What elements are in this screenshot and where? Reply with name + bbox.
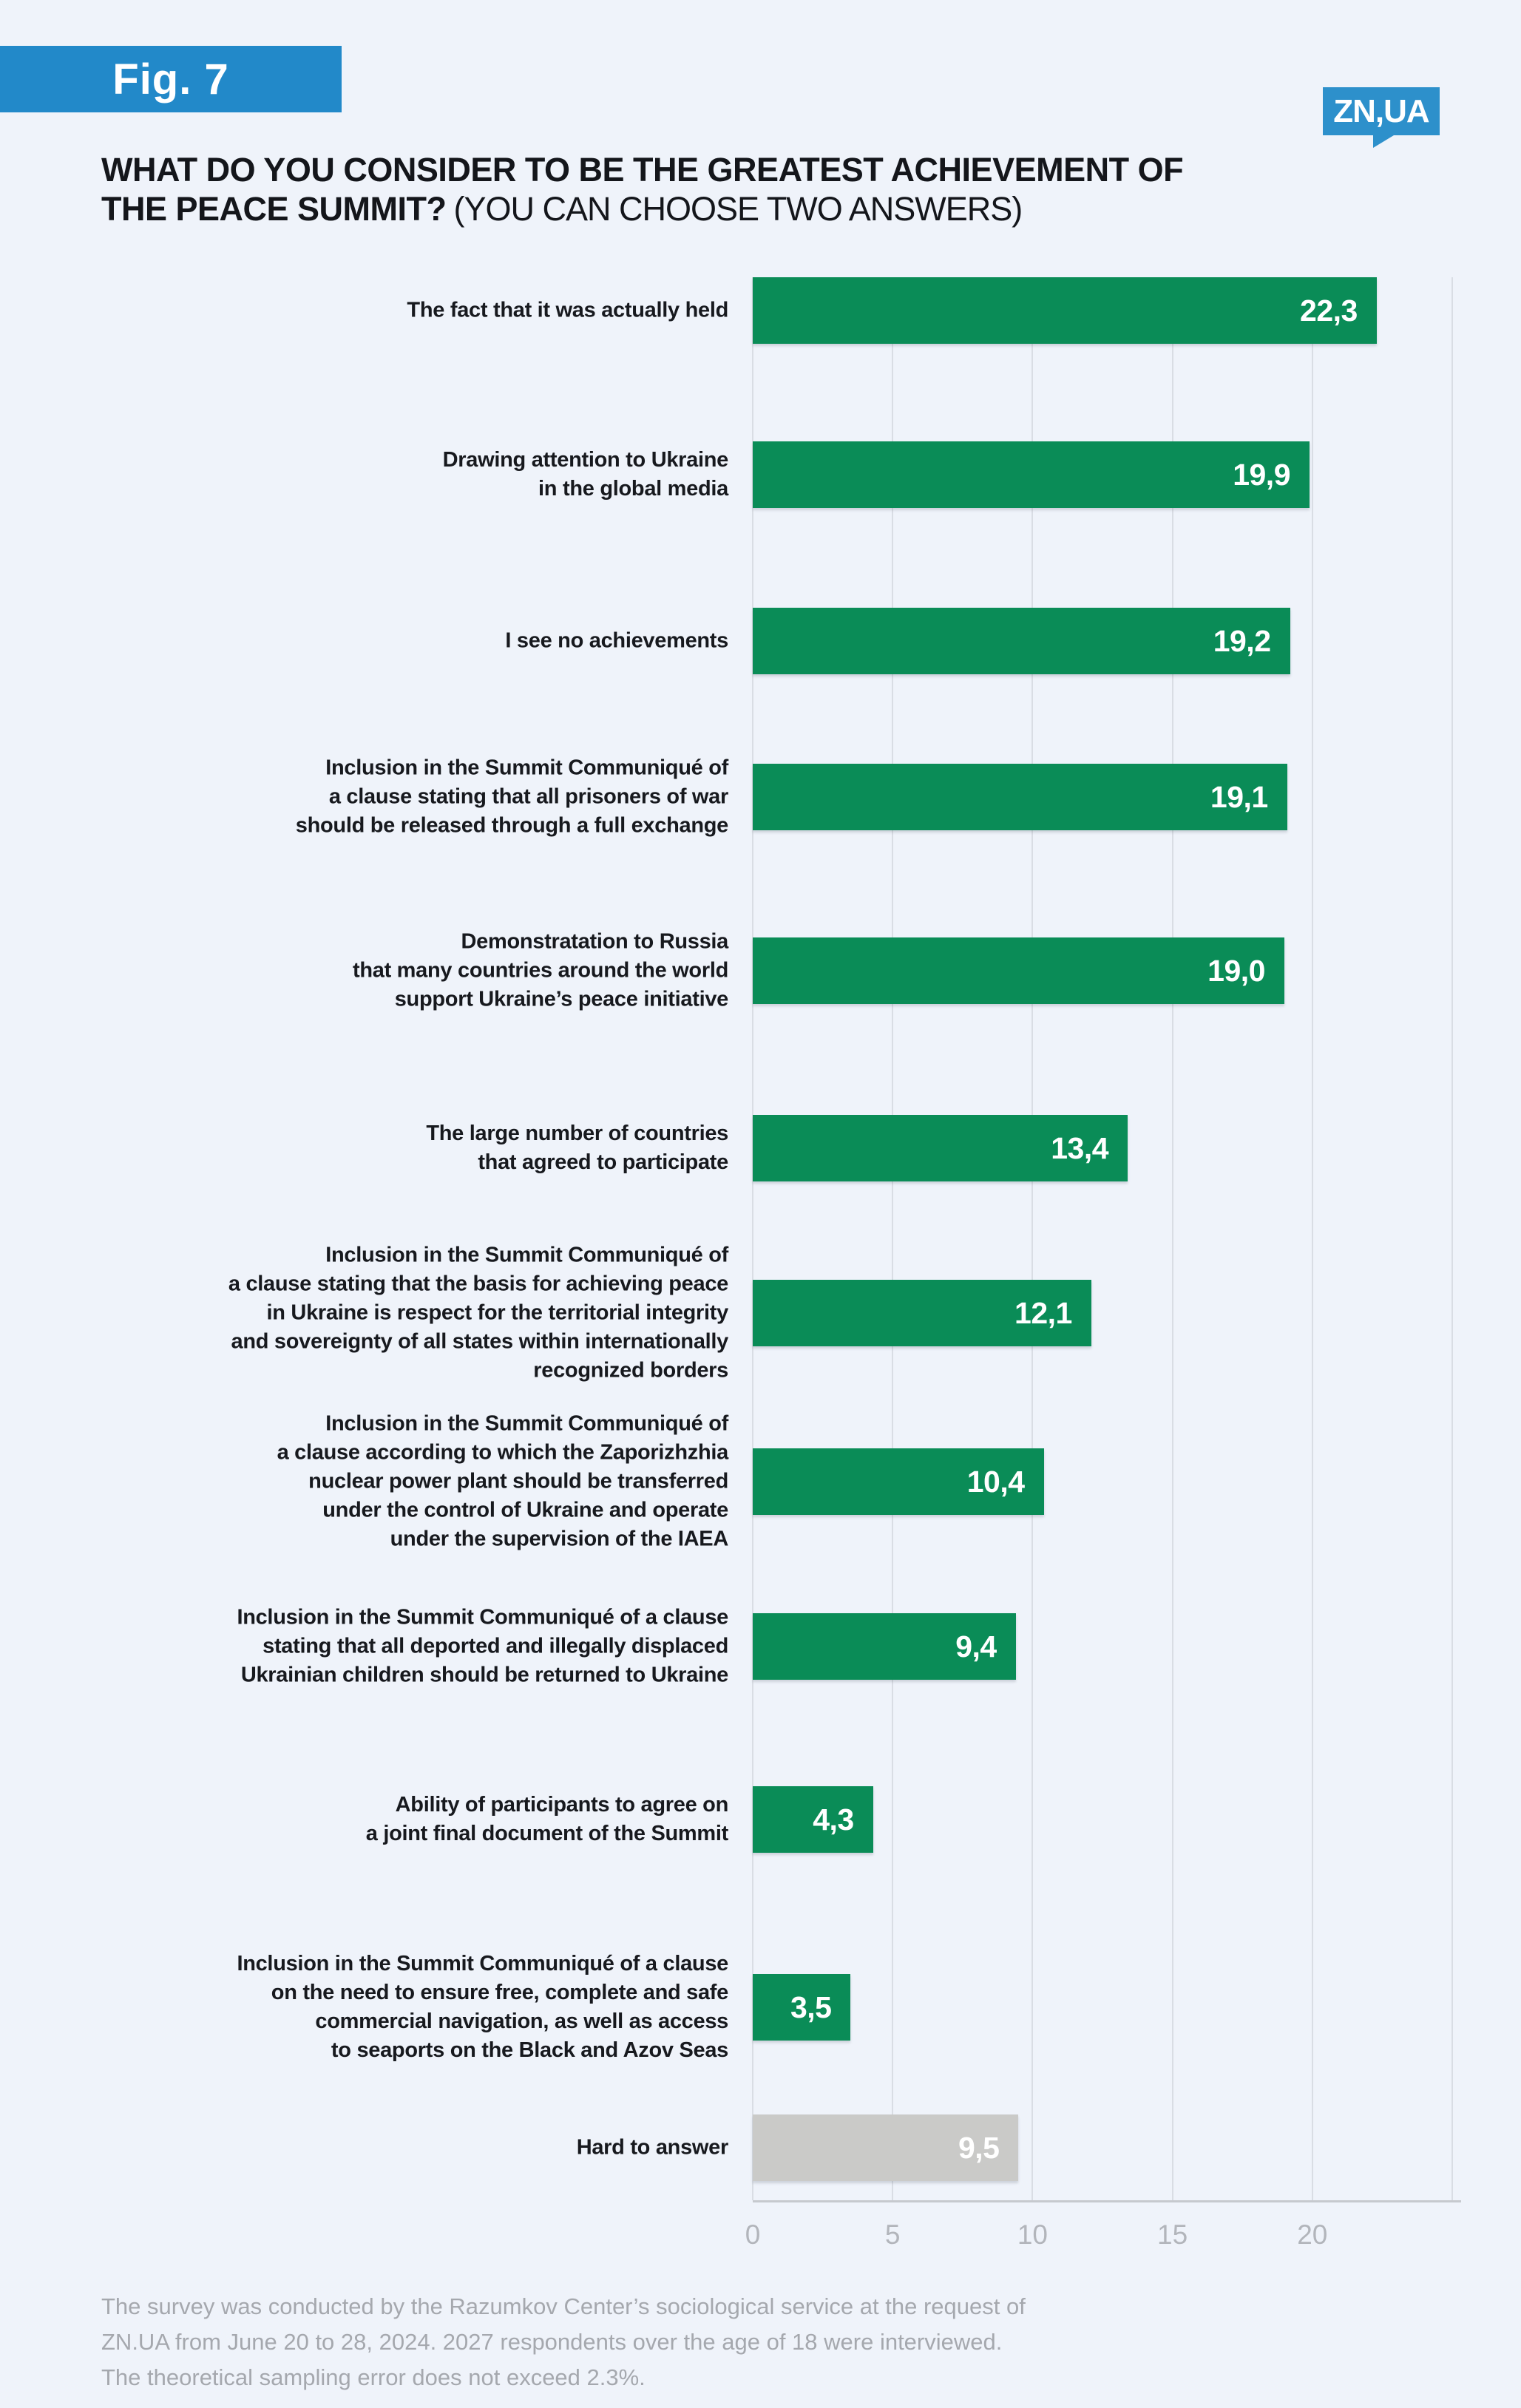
bar-row: Inclusion in the Summit Communiqué of a … (0, 1244, 1521, 1448)
bar-row: Inclusion in the Summit Communiqué of a … (0, 1952, 1521, 2114)
category-label: Inclusion in the Summit Communiqué of a … (277, 1411, 729, 1551)
x-axis-line (753, 2200, 1461, 2202)
bar: 12,1 (753, 1280, 1091, 1346)
gridline-5 (892, 277, 894, 2200)
x-tick-label-20: 20 (1297, 2219, 1328, 2250)
bar-value-label: 12,1 (1014, 1295, 1072, 1330)
bar-row: Inclusion in the Summit Communiqué of a … (0, 1606, 1521, 1786)
page-title: WHAT DO YOU CONSIDER TO BE THE GREATEST … (101, 150, 1284, 228)
bar-value-label: 19,9 (1233, 457, 1291, 492)
znua-logo-tail (1373, 135, 1394, 148)
bar-value-label: 10,4 (966, 1464, 1025, 1499)
page-title-line2-bold: THE PEACE SUMMIT? (101, 190, 447, 228)
bar: 19,2 (753, 608, 1290, 674)
category-label: Hard to answer (576, 2135, 729, 2160)
gridline-25 (1451, 277, 1453, 2200)
gridline-10 (1031, 277, 1034, 2200)
bar: 10,4 (753, 1448, 1044, 1515)
category-label: I see no achievements (505, 628, 728, 653)
gridline-15 (1171, 277, 1173, 2200)
bar-row: Drawing attention to Ukraine in the glob… (0, 441, 1521, 608)
bar-row: I see no achievements 19,2 (0, 608, 1521, 764)
page-title-line1: WHAT DO YOU CONSIDER TO BE THE GREATEST … (101, 151, 1184, 189)
bar-value-label: 19,0 (1207, 953, 1265, 988)
bar-row: The fact that it was actually held 22,3 (0, 277, 1521, 441)
x-tick-label-0: 0 (745, 2219, 761, 2250)
bar-row: Ability of participants to agree on a jo… (0, 1786, 1521, 1974)
category-label: Inclusion in the Summit Communiqué of a … (295, 756, 729, 838)
bar-value-label: 13,4 (1051, 1130, 1109, 1165)
source-note: The survey was conducted by the Razumkov… (101, 2293, 1026, 2390)
bar-row: Inclusion in the Summit Communiqué of a … (0, 756, 1521, 937)
bar: 13,4 (753, 1115, 1128, 1181)
bar-value-label: 3,5 (790, 1990, 832, 2024)
bar: 22,3 (753, 277, 1377, 344)
gridline-20 (1311, 277, 1313, 2200)
category-label: Ability of participants to agree on a jo… (365, 1793, 729, 1845)
page-title-line2-note: (YOU CAN CHOOSE TWO ANSWERS) (453, 190, 1023, 228)
znua-logo: ZN,UA (1323, 87, 1440, 135)
bar: 4,3 (753, 1786, 873, 1853)
bar: 19,0 (753, 937, 1284, 1004)
category-label: Inclusion in the Summit Communiqué of a … (237, 1952, 728, 2062)
category-label: Inclusion in the Summit Communiqué of a … (237, 1605, 728, 1687)
bar-row: Hard to answer 9,5 (0, 2114, 1521, 2200)
gridline-0 (752, 277, 753, 2200)
bar-value-label: 9,5 (958, 2130, 1000, 2165)
category-label: Demonstratation to Russia that many coun… (352, 929, 728, 1011)
x-tick-label-10: 10 (1017, 2219, 1048, 2250)
bar: 19,9 (753, 441, 1310, 508)
category-label: Drawing attention to Ukraine in the glob… (442, 448, 729, 501)
bar-value-label: 19,2 (1213, 623, 1271, 658)
bar-row: Demonstratation to Russia that many coun… (0, 930, 1521, 1115)
figure-badge: Fig. 7 (0, 46, 342, 112)
bar: 9,4 (753, 1613, 1016, 1680)
bar-value-label: 9,4 (955, 1629, 997, 1663)
bar-row: Inclusion in the Summit Communiqué of a … (0, 1412, 1521, 1613)
category-label: Inclusion in the Summit Communiqué of a … (228, 1243, 728, 1383)
bar: 3,5 (753, 1974, 851, 2041)
bar-muted: 9,5 (753, 2114, 1019, 2181)
x-tick-label-5: 5 (884, 2219, 901, 2250)
bar-value-label: 22,3 (1300, 293, 1358, 328)
x-tick-label-15: 15 (1157, 2219, 1188, 2250)
bar-value-label: 19,1 (1210, 779, 1268, 814)
bar: 19,1 (753, 764, 1287, 830)
bar-row: The large number of countries that agree… (0, 1115, 1521, 1280)
category-label: The large number of countries that agree… (426, 1122, 728, 1174)
bar-value-label: 4,3 (813, 1802, 854, 1836)
category-label: The fact that it was actually held (407, 298, 728, 322)
